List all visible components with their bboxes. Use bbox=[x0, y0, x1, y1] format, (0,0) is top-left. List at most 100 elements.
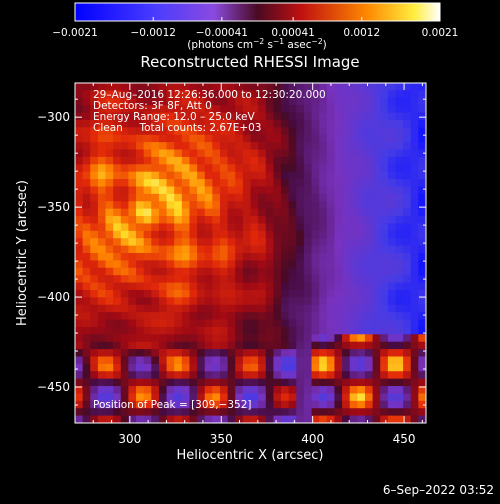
heatmap-cell bbox=[326, 156, 335, 165]
heatmap-cell bbox=[395, 253, 404, 261]
heatmap-cell bbox=[349, 156, 358, 165]
heatmap-cell bbox=[349, 97, 358, 106]
heatmap-cell bbox=[204, 149, 213, 158]
heatmap-cell bbox=[128, 349, 137, 357]
heatmap-cell bbox=[75, 400, 84, 409]
heatmap-cell bbox=[380, 164, 389, 173]
heatmap-cell bbox=[387, 408, 396, 417]
heatmap-cell bbox=[212, 208, 221, 217]
heatmap-cell bbox=[212, 223, 221, 232]
heatmap-cell bbox=[303, 363, 312, 372]
heatmap-cell bbox=[143, 208, 152, 217]
heatmap-cell bbox=[204, 127, 213, 136]
heatmap-cell bbox=[158, 193, 167, 202]
heatmap-cell bbox=[212, 341, 221, 350]
heatmap-cell bbox=[342, 127, 351, 136]
heatmap-cell bbox=[349, 201, 358, 210]
heatmap-cell bbox=[258, 253, 267, 261]
heatmap-cell bbox=[120, 142, 129, 150]
heatmap-cell bbox=[326, 371, 335, 380]
heatmap-cell bbox=[227, 267, 236, 276]
heatmap-cell bbox=[212, 326, 221, 335]
heatmap-cell bbox=[204, 267, 213, 276]
heatmap-cell bbox=[334, 201, 343, 210]
heatmap-cell bbox=[403, 415, 412, 423]
heatmap-cell bbox=[158, 134, 167, 143]
heatmap-cell bbox=[395, 223, 404, 232]
heatmap-cell bbox=[189, 297, 198, 306]
heatmap-cell bbox=[326, 363, 335, 372]
heatmap-cell bbox=[227, 356, 236, 365]
heatmap-cell bbox=[372, 319, 381, 328]
y-axis-title: Heliocentric Y (arcsec) bbox=[15, 180, 30, 326]
heatmap-cell bbox=[311, 363, 320, 372]
heatmap-cell bbox=[227, 304, 236, 313]
heatmap-cell bbox=[242, 238, 251, 247]
heatmap-cell bbox=[357, 378, 366, 387]
heatmap-cell bbox=[303, 149, 312, 158]
heatmap-cell bbox=[151, 312, 160, 320]
heatmap-cell bbox=[273, 371, 282, 380]
heatmap-cell bbox=[296, 83, 305, 91]
heatmap-cell bbox=[105, 393, 114, 402]
heatmap-cell bbox=[181, 142, 190, 150]
heatmap-cell bbox=[265, 90, 274, 99]
heatmap-cell bbox=[296, 238, 305, 247]
heatmap-cell bbox=[212, 216, 221, 224]
heatmap-cell bbox=[364, 201, 373, 210]
heatmap-cell bbox=[265, 171, 274, 180]
heatmap-cell bbox=[120, 223, 129, 232]
heatmap-cell bbox=[143, 378, 152, 387]
heatmap-cell bbox=[113, 149, 122, 158]
heatmap-cell bbox=[349, 371, 358, 380]
heatmap-cell bbox=[120, 304, 129, 313]
heatmap-cell bbox=[82, 304, 91, 313]
heatmap-cell bbox=[334, 297, 343, 306]
heatmap-cell bbox=[204, 90, 213, 99]
heatmap-cell bbox=[75, 216, 84, 224]
heatmap-cell bbox=[151, 223, 160, 232]
heatmap-cell bbox=[387, 238, 396, 247]
heatmap-cell bbox=[174, 83, 183, 91]
heatmap-cell bbox=[219, 245, 229, 254]
heatmap-cell bbox=[281, 216, 290, 224]
heatmap-cell bbox=[258, 164, 267, 173]
heatmap-cell bbox=[151, 171, 160, 180]
heatmap-cell bbox=[410, 112, 419, 121]
heatmap-cell bbox=[265, 179, 274, 187]
heatmap-cell bbox=[90, 415, 99, 423]
heatmap-cell bbox=[403, 238, 412, 247]
heatmap-cell bbox=[120, 105, 129, 113]
heatmap-cell bbox=[174, 275, 183, 283]
heatmap-cell bbox=[235, 312, 244, 320]
heatmap-cell bbox=[113, 386, 122, 394]
heatmap-cell bbox=[296, 282, 305, 291]
heatmap-cell bbox=[120, 119, 129, 128]
heatmap-cell bbox=[174, 97, 183, 106]
heatmap-cell bbox=[349, 127, 358, 136]
heatmap-cell bbox=[418, 171, 426, 180]
heatmap-cell bbox=[128, 260, 137, 269]
heatmap-cell bbox=[158, 260, 167, 269]
heatmap-cell bbox=[136, 386, 145, 394]
heatmap-cell bbox=[227, 400, 236, 409]
heatmap-cell bbox=[342, 208, 351, 217]
heatmap-cell bbox=[120, 260, 129, 269]
heatmap-cell bbox=[158, 275, 167, 283]
heatmap-cell bbox=[97, 193, 106, 202]
heatmap-cell bbox=[349, 164, 358, 173]
heatmap-cell bbox=[136, 230, 145, 239]
heatmap-cell bbox=[265, 208, 274, 217]
heatmap-cell bbox=[166, 134, 175, 143]
heatmap-cell bbox=[303, 408, 312, 417]
heatmap-cell bbox=[242, 400, 251, 409]
heatmap-cell bbox=[204, 356, 213, 365]
heatmap-cell bbox=[189, 186, 198, 195]
heatmap-cell bbox=[250, 186, 259, 195]
heatmap-cell bbox=[258, 171, 267, 180]
heatmap-cell bbox=[113, 186, 122, 195]
heatmap-cell bbox=[319, 179, 328, 187]
heatmap-cell bbox=[380, 356, 389, 365]
heatmap-cell bbox=[189, 171, 198, 180]
heatmap-cell bbox=[319, 105, 328, 113]
